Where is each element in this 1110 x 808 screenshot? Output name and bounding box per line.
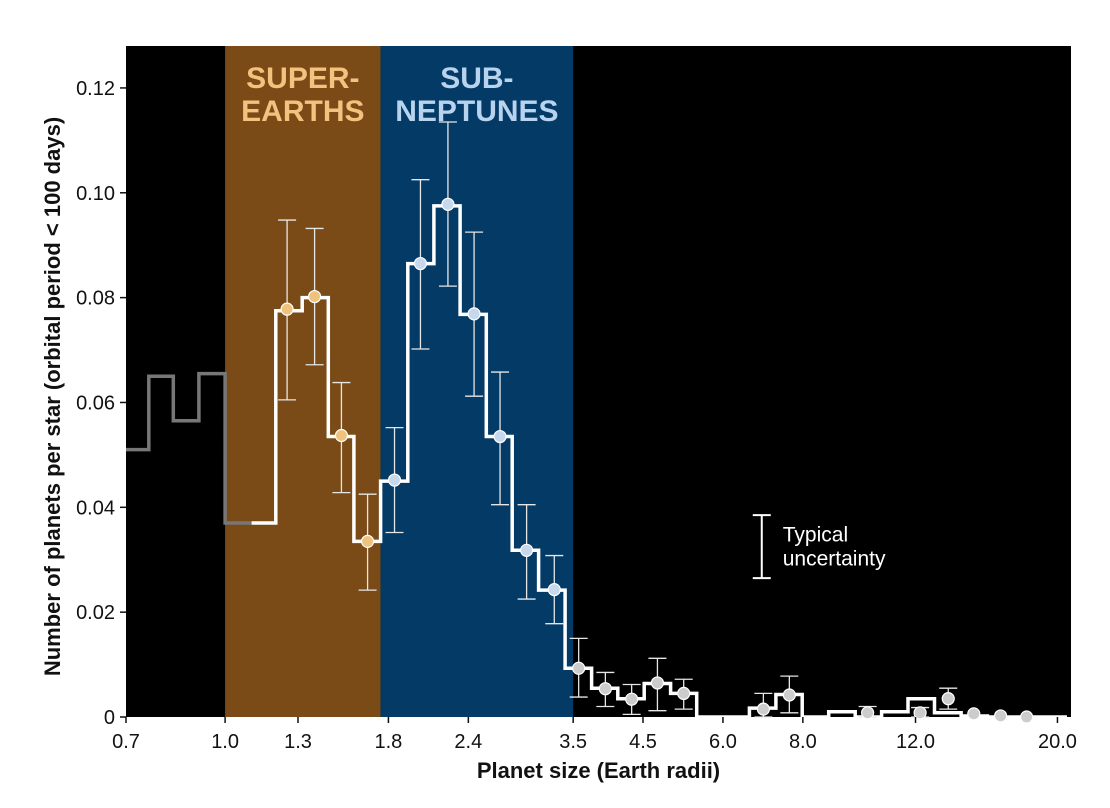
data-point <box>994 709 1008 723</box>
y-tick-label: 0.08 <box>76 288 115 310</box>
x-tick-label: 0.7 <box>112 731 140 753</box>
data-point <box>467 307 481 321</box>
y-tick-label: 0.02 <box>76 602 115 624</box>
plot-area: SUPER-EARTHS SUB-NEPTUNES Typicaluncertain… <box>126 46 1071 724</box>
data-point <box>782 688 796 702</box>
region-label: NEPTUNES <box>395 95 558 128</box>
region-band <box>380 46 574 717</box>
y-tick-label: 0.12 <box>76 78 115 100</box>
data-point <box>572 661 586 675</box>
x-tick-label: 1.3 <box>284 731 312 753</box>
data-point <box>334 428 349 443</box>
legend-text: uncertainty <box>783 548 886 571</box>
x-tick-label: 12.0 <box>896 731 935 753</box>
y-tick-label: 0.04 <box>76 497 115 519</box>
x-tick-label: 6.0 <box>709 731 737 753</box>
gray-histogram-line <box>126 371 252 525</box>
x-tick-label: 20.0 <box>1038 731 1077 753</box>
data-point <box>967 707 981 721</box>
x-tick-label: 1.8 <box>375 731 403 753</box>
data-point <box>520 543 534 557</box>
legend-text: Typical <box>783 524 848 547</box>
data-point <box>861 706 875 720</box>
data-point <box>756 702 770 716</box>
y-tick-label: 0 <box>104 707 115 729</box>
data-point <box>387 473 402 487</box>
data-point <box>493 429 507 444</box>
data-point <box>280 302 294 316</box>
x-tick-label: 4.5 <box>629 731 657 753</box>
data-point <box>547 583 561 597</box>
x-tick-label: 3.5 <box>559 731 587 753</box>
y-tick-label: 0.06 <box>76 392 115 414</box>
region-band <box>225 46 381 717</box>
x-tick-label: 2.4 <box>454 731 482 753</box>
x-axis-title: Planet size (Earth radii) <box>477 758 720 783</box>
data-point <box>941 692 955 706</box>
data-point <box>307 289 322 304</box>
axes: Planet size (Earth radii) Number of plan… <box>40 78 1077 783</box>
data-point <box>598 682 612 696</box>
white-histogram-line <box>251 204 1067 719</box>
region-label: EARTHS <box>241 95 364 128</box>
data-point <box>441 197 455 211</box>
region-label: SUPER- <box>246 62 359 95</box>
x-tick-label: 1.0 <box>211 731 239 753</box>
data-point <box>1020 710 1034 724</box>
data-point <box>913 706 927 720</box>
y-tick-label: 0.10 <box>76 183 115 205</box>
data-point <box>360 534 375 548</box>
data-point <box>677 686 691 701</box>
data-point <box>413 256 428 271</box>
y-axis-title: Number of planets per star (orbital peri… <box>40 117 65 676</box>
data-point <box>650 676 665 690</box>
x-tick-label: 8.0 <box>789 731 817 753</box>
data-point <box>625 692 639 706</box>
region-label: SUB- <box>440 62 513 95</box>
